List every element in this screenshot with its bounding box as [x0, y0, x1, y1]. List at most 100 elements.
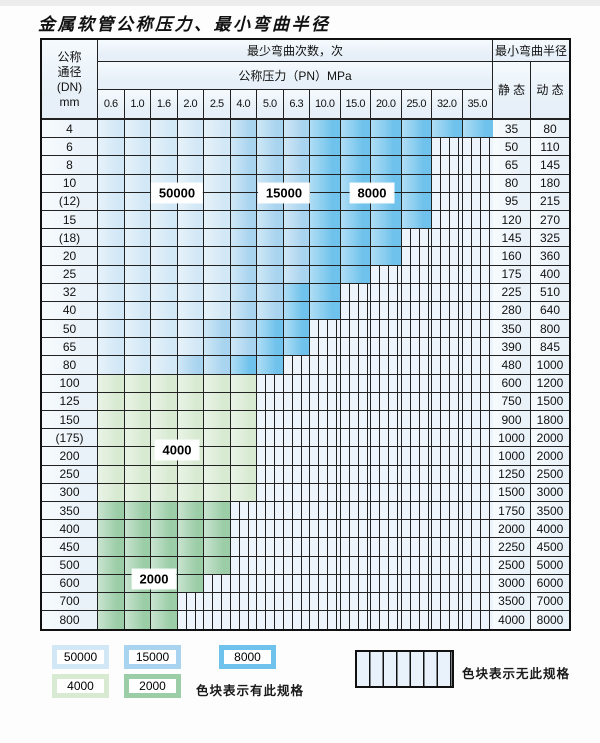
availability-cell: [177, 356, 204, 375]
no-spec-hatch-cell: [462, 265, 493, 284]
availability-cell: [283, 247, 310, 266]
dynamic-value-cell: 2000: [531, 447, 569, 466]
availability-cell: [151, 465, 178, 484]
availability-cell: [230, 247, 257, 266]
availability-cell: [124, 392, 151, 411]
no-spec-hatch-cell: [340, 538, 371, 557]
no-spec-hatch-cell: [204, 592, 231, 612]
availability-cell: [177, 374, 204, 393]
availability-cell: [204, 356, 231, 375]
no-spec-hatch-cell: [257, 574, 284, 593]
no-spec-hatch-cell: [230, 592, 257, 612]
no-spec-hatch-cell: [371, 283, 402, 302]
dn-cell: 700: [42, 592, 98, 612]
no-spec-hatch-cell: [340, 520, 371, 539]
no-spec-hatch-cell: [257, 429, 284, 448]
no-spec-hatch-cell: [462, 574, 493, 593]
availability-cell: [98, 374, 125, 393]
availability-cell: [257, 338, 284, 357]
no-spec-hatch-cell: [462, 156, 493, 175]
no-spec-hatch-cell: [283, 356, 310, 375]
availability-cell: [177, 283, 204, 302]
availability-cell: [204, 192, 231, 211]
availability-cell: [340, 265, 371, 284]
no-spec-hatch-cell: [340, 465, 371, 484]
availability-cell: [204, 138, 231, 157]
no-spec-hatch-cell: [401, 411, 432, 430]
no-spec-hatch-cell: [283, 374, 310, 393]
availability-cell: [151, 520, 178, 539]
static-value-cell: 50: [493, 138, 531, 157]
no-spec-hatch-cell: [401, 483, 432, 502]
availability-cell: [340, 120, 371, 139]
dn-cell: (18): [42, 229, 98, 248]
no-spec-hatch-cell: [432, 611, 463, 630]
static-value-cell: 750: [493, 392, 531, 411]
no-spec-hatch-cell: [283, 429, 310, 448]
pressure-value-header: 32.0: [432, 90, 463, 120]
no-spec-hatch-cell: [177, 592, 204, 612]
pressure-value-header: 6.3: [283, 90, 310, 120]
no-spec-hatch-cell: [230, 520, 257, 539]
no-spec-hatch-cell: [340, 356, 371, 375]
bend-cycles-header: 最少弯曲次数，次: [98, 40, 493, 62]
no-spec-hatch-cell: [257, 501, 284, 521]
no-spec-hatch-cell: [401, 392, 432, 411]
availability-cell: [204, 411, 231, 430]
no-spec-hatch-cell: [462, 411, 493, 430]
availability-cell: [310, 156, 341, 175]
availability-cell: [98, 611, 125, 630]
pressure-value-header: 15.0: [340, 90, 371, 120]
no-spec-hatch-cell: [462, 320, 493, 339]
zone-count-label: 50000: [151, 183, 203, 203]
availability-cell: [371, 138, 402, 157]
no-spec-hatch-cell: [462, 174, 493, 193]
availability-cell: [124, 429, 151, 448]
availability-cell: [230, 483, 257, 502]
static-value-cell: 2250: [493, 538, 531, 557]
dynamic-value-cell: 3000: [531, 483, 569, 502]
availability-cell: [98, 483, 125, 502]
no-spec-hatch-cell: [462, 501, 493, 521]
availability-cell: [340, 229, 371, 248]
no-spec-hatch-cell: [371, 411, 402, 430]
no-spec-hatch-cell: [401, 447, 432, 466]
static-value-cell: 35: [493, 120, 531, 139]
dynamic-value-cell: 8000: [531, 611, 569, 630]
no-spec-hatch-cell: [462, 283, 493, 302]
dynamic-value-cell: 1200: [531, 374, 569, 393]
no-spec-hatch-cell: [230, 538, 257, 557]
static-value-cell: 2500: [493, 556, 531, 575]
availability-cell: [124, 210, 151, 230]
no-spec-hatch-cell: [310, 520, 341, 539]
no-spec-hatch-cell: [432, 429, 463, 448]
availability-cell: [257, 210, 284, 230]
availability-cell: [124, 356, 151, 375]
availability-cell: [124, 229, 151, 248]
availability-cell: [283, 283, 310, 302]
availability-cell: [283, 301, 310, 321]
no-spec-hatch-cell: [283, 483, 310, 502]
dn-cell: 250: [42, 465, 98, 484]
availability-cell: [98, 501, 125, 521]
no-spec-hatch-cell: [340, 483, 371, 502]
page-title: 金属软管公称压力、最小弯曲半径: [38, 15, 331, 34]
no-spec-hatch-cell: [432, 320, 463, 339]
dynamic-value-cell: 4000: [531, 520, 569, 539]
static-value-cell: 3000: [493, 574, 531, 593]
dynamic-value-cell: 270: [531, 210, 569, 230]
dynamic-value-cell: 215: [531, 192, 569, 211]
no-spec-hatch-cell: [204, 574, 231, 593]
availability-cell: [462, 120, 493, 139]
availability-cell: [204, 301, 231, 321]
availability-cell: [98, 120, 125, 139]
no-spec-hatch-cell: [462, 338, 493, 357]
static-value-cell: 280: [493, 301, 531, 321]
availability-cell: [204, 265, 231, 284]
dynamic-value-cell: 510: [531, 283, 569, 302]
no-spec-hatch-cell: [462, 447, 493, 466]
static-value-cell: 2000: [493, 520, 531, 539]
availability-cell: [401, 138, 432, 157]
availability-cell: [124, 320, 151, 339]
availability-cell: [124, 611, 151, 630]
